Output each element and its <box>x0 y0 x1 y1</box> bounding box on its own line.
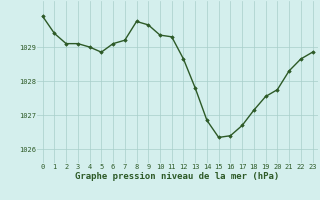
X-axis label: Graphe pression niveau de la mer (hPa): Graphe pression niveau de la mer (hPa) <box>76 172 280 181</box>
